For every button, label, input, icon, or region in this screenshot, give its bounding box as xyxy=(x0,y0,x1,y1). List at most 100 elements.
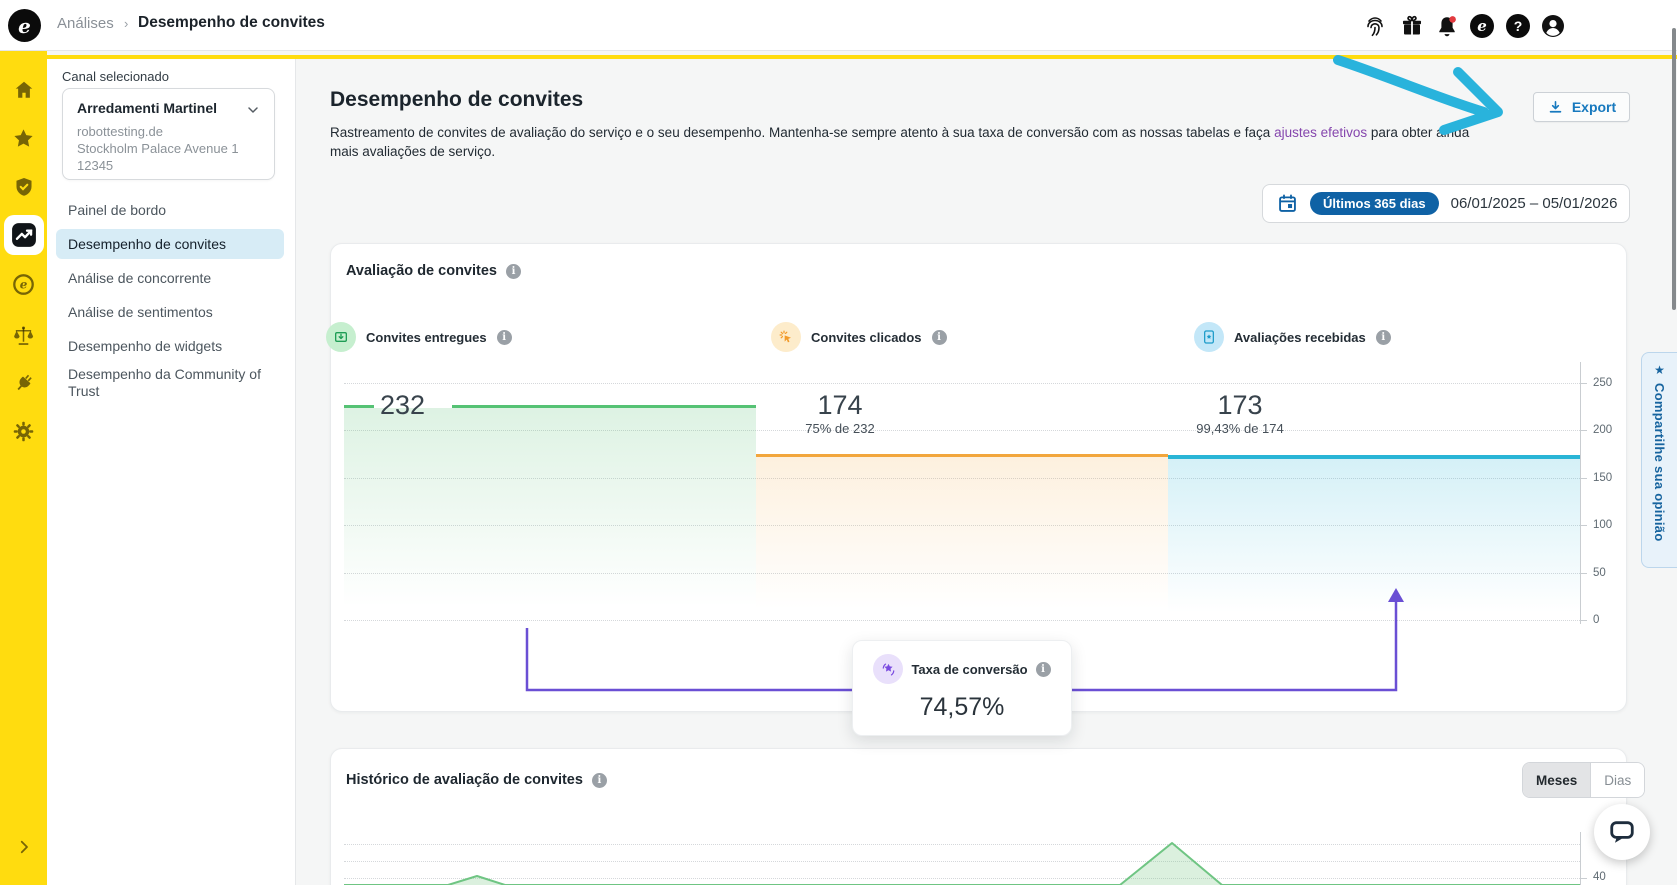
funnel-area-recebidas xyxy=(1168,458,1580,619)
effective-adjustments-link[interactable]: ajustes efetivos xyxy=(1274,125,1368,140)
settings-gear-icon[interactable] xyxy=(0,411,47,451)
gridline-200 xyxy=(344,430,1580,431)
etrusted-icon[interactable]: e xyxy=(0,264,47,304)
history-gridline-60 xyxy=(344,844,1580,845)
legal-scales-icon[interactable] xyxy=(0,315,47,355)
info-icon[interactable]: i xyxy=(931,329,947,345)
invitation-funnel-card xyxy=(330,243,1627,712)
export-button[interactable]: Export xyxy=(1533,92,1630,122)
col-label-entregues: Convites entregues xyxy=(366,329,487,345)
notification-dot xyxy=(1449,16,1456,23)
col-label-recebidas: Avaliações recebidas xyxy=(1234,329,1366,345)
gridline-0 xyxy=(344,620,1580,621)
toggle-meses[interactable]: Meses xyxy=(1523,763,1591,797)
value-recebidas: 173 xyxy=(1217,390,1263,420)
chat-launcher[interactable] xyxy=(1594,804,1650,860)
funnel-card-header: Avaliação de convites i xyxy=(346,263,521,279)
history-card xyxy=(330,748,1627,885)
sidebar-item-painel-de-bordo[interactable]: Painel de bordo xyxy=(68,202,167,218)
col-label-clicados: Convites clicados xyxy=(811,329,922,345)
channel-selector-dropdown[interactable]: Arredamenti Martinel robottesting.de Sto… xyxy=(62,88,275,180)
history-axis-label-40: 40 xyxy=(1593,871,1606,883)
tick xyxy=(1580,525,1587,526)
calendar-icon xyxy=(1277,193,1298,214)
info-icon[interactable]: i xyxy=(505,263,521,279)
conversion-label: Taxa de conversão xyxy=(911,661,1028,677)
reviews-received-icon xyxy=(1194,322,1224,352)
sidebar-item-analise-de-concorrente[interactable]: Análise de concorrente xyxy=(68,270,212,286)
col-header-clicados: Convites clicados i xyxy=(771,322,947,352)
channel-zip: 12345 xyxy=(77,158,114,173)
home-icon[interactable] xyxy=(0,70,47,110)
integrations-plug-icon[interactable] xyxy=(0,363,47,403)
feedback-label: Compartilhe sua opinião xyxy=(1652,383,1667,542)
funnel-line-entregues xyxy=(452,405,756,408)
tick xyxy=(1580,478,1587,479)
date-preset-pill: Últimos 365 dias xyxy=(1310,192,1439,215)
etrusted-logo[interactable]: e xyxy=(8,9,41,42)
chevron-down-icon xyxy=(245,102,261,123)
bell-icon[interactable] xyxy=(1435,14,1459,38)
channel-address: Stockholm Palace Avenue 1 xyxy=(77,141,239,156)
history-card-title: Histórico de avaliação de convites xyxy=(346,772,583,788)
account-icon[interactable] xyxy=(1541,14,1565,38)
gridline-50 xyxy=(344,573,1580,574)
breadcrumb-section[interactable]: Análises xyxy=(57,15,114,32)
toggle-dias[interactable]: Dias xyxy=(1590,763,1645,797)
funnel-card-title: Avaliação de convites xyxy=(346,263,497,279)
page-title: Desempenho de convites xyxy=(330,88,584,111)
desc-part-1: Rastreamento de convites de avaliação do… xyxy=(330,125,1275,140)
etrusted-badge-icon[interactable]: e xyxy=(1470,14,1494,38)
value-block-recebidas: 173 99,43% de 174 xyxy=(1160,390,1320,436)
breadcrumb-separator-icon: › xyxy=(124,16,129,31)
funnel-area-clicados xyxy=(756,457,1168,619)
invites-delivered-icon xyxy=(326,322,356,352)
info-icon[interactable]: i xyxy=(496,329,512,345)
channel-name: Arredamenti Martinel xyxy=(77,100,218,116)
gridline-250 xyxy=(344,383,1580,384)
sidebar-item-desempenho-de-convites[interactable]: Desempenho de convites xyxy=(56,229,284,259)
top-bar: e Análises › Desempenho de convites e xyxy=(0,0,1677,51)
value-entregues: 232 xyxy=(380,390,426,420)
tick xyxy=(1580,620,1587,621)
sidebar-item-analise-de-sentimentos[interactable]: Análise de sentimentos xyxy=(68,304,213,320)
analytics-chart-icon[interactable] xyxy=(4,215,44,255)
conversion-value: 74,57% xyxy=(919,693,1005,721)
chat-bubble-icon xyxy=(1610,821,1634,843)
sidebar-item-community-of-trust[interactable]: Desempenho da Community of Trust xyxy=(68,366,261,399)
desc-line-2: mais avaliações de serviço. xyxy=(330,144,496,159)
info-icon[interactable]: i xyxy=(1035,661,1051,677)
export-label: Export xyxy=(1571,99,1617,115)
scrollbar-thumb[interactable] xyxy=(1672,28,1676,310)
history-y-axis xyxy=(1580,832,1581,885)
axis-label-200: 200 xyxy=(1593,424,1613,436)
funnel-line-clicados xyxy=(756,454,1168,457)
gift-icon[interactable] xyxy=(1400,14,1424,38)
sidebar-item-desempenho-de-widgets[interactable]: Desempenho de widgets xyxy=(68,338,223,354)
info-icon[interactable]: i xyxy=(591,772,607,788)
funnel-line-recebidas xyxy=(1168,455,1580,459)
reviews-star-icon[interactable] xyxy=(0,118,47,158)
value-block-clicados: 174 75% de 232 xyxy=(760,390,920,436)
help-icon[interactable]: ? xyxy=(1506,14,1530,38)
desc-part-2: para obter ainda xyxy=(1367,125,1470,140)
channel-selector-label: Canal selecionado xyxy=(62,69,169,84)
icon-rail: e xyxy=(0,51,47,885)
history-gridline-40 xyxy=(344,878,1580,879)
feedback-tab[interactable]: ★ Compartilhe sua opinião xyxy=(1641,352,1677,568)
date-range-filter[interactable]: Últimos 365 dias 06/01/2025 – 05/01/2026 xyxy=(1262,184,1630,223)
channel-domain: robottesting.de xyxy=(77,124,164,139)
tick xyxy=(1580,878,1587,879)
trustmark-shield-icon[interactable] xyxy=(0,167,47,207)
value-clicados: 174 xyxy=(817,390,863,420)
fingerprint-icon[interactable] xyxy=(1363,14,1387,38)
percent-recebidas: 99,43% de 174 xyxy=(1196,421,1284,436)
info-icon[interactable]: i xyxy=(1375,329,1391,345)
axis-label-50: 50 xyxy=(1593,567,1606,579)
sidebar-expand-icon[interactable] xyxy=(0,827,47,867)
conversion-award-icon xyxy=(873,654,904,684)
tick xyxy=(1580,383,1587,384)
col-header-recebidas: Avaliações recebidas i xyxy=(1194,322,1391,352)
funnel-y-axis xyxy=(1580,362,1581,624)
